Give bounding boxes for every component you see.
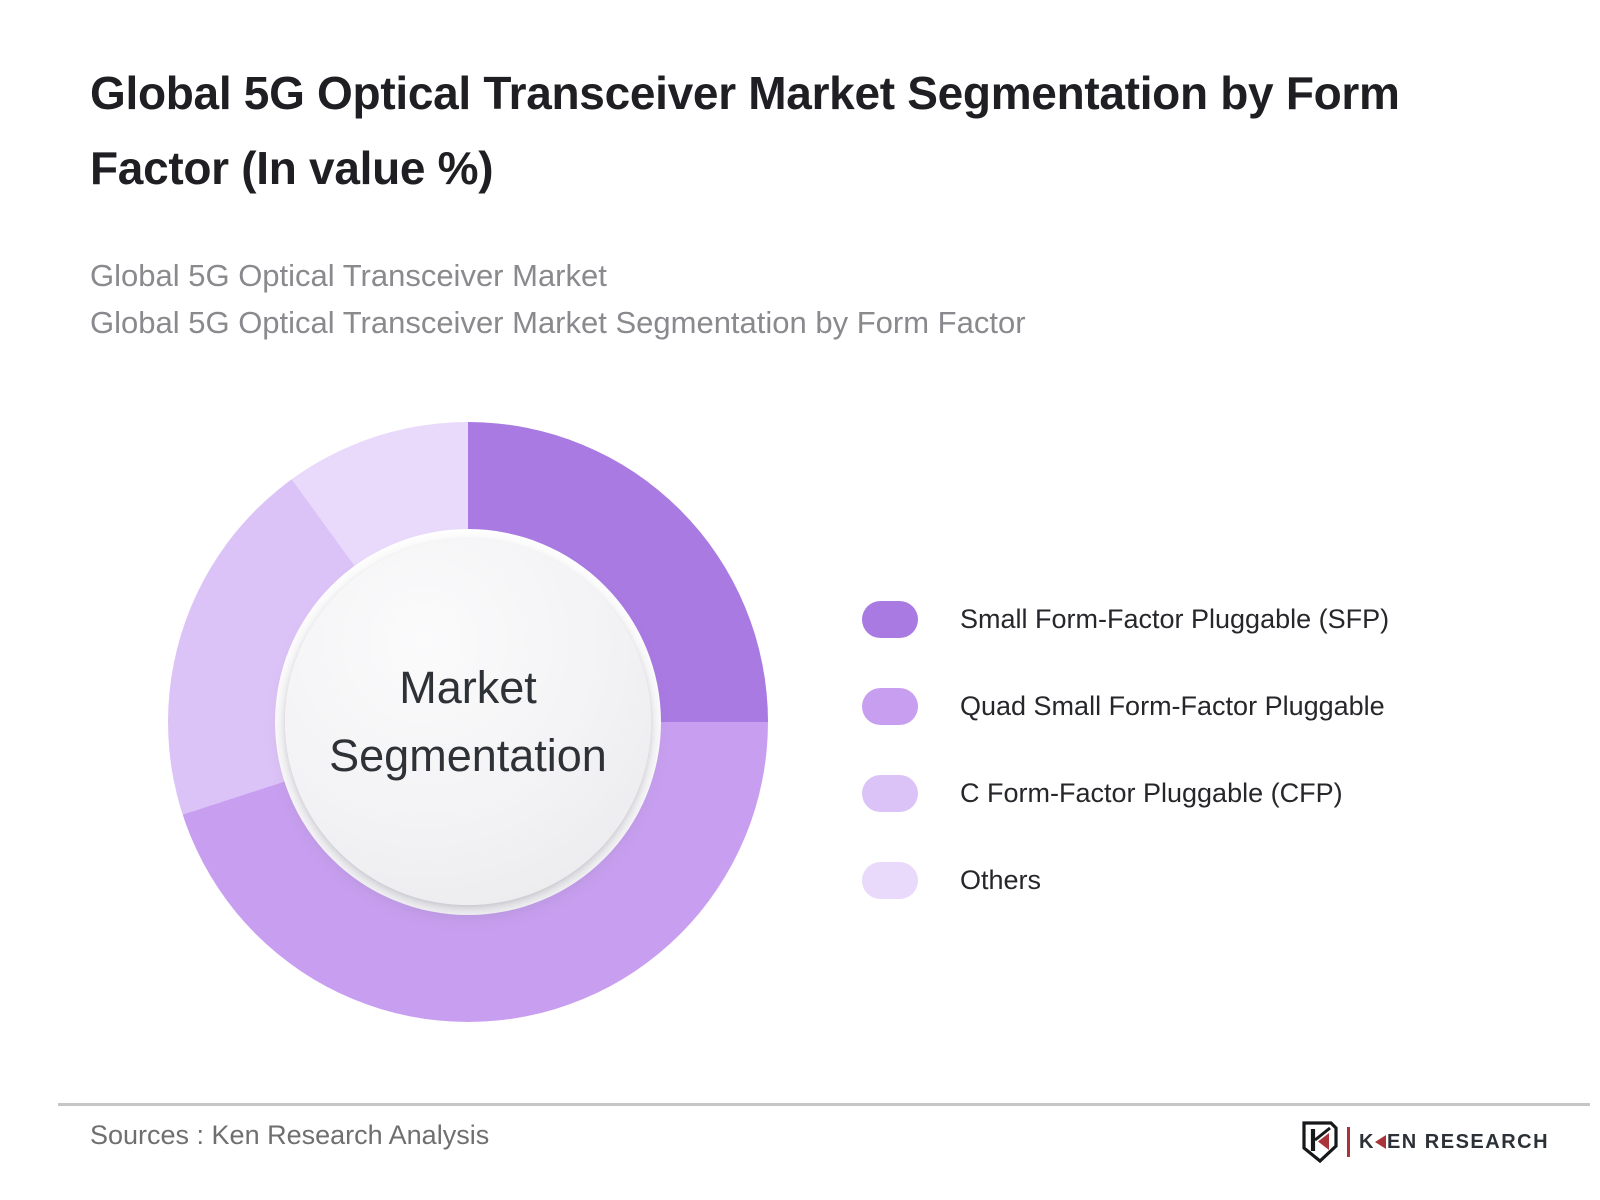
brand-divider-bar	[1347, 1127, 1350, 1157]
brand-name-rest: EN RESEARCH	[1386, 1130, 1550, 1153]
chart-legend: Small Form-Factor Pluggable (SFP) Quad S…	[862, 601, 1389, 899]
donut-chart: Market Segmentation	[168, 422, 768, 1022]
legend-label-others: Others	[960, 865, 1042, 895]
donut-center-label-line-2: Segmentation	[329, 730, 607, 781]
donut-center-label-line-1: Market	[399, 662, 537, 713]
brand-name: K EN RESEARCH	[1359, 1131, 1549, 1154]
donut-center-circle: Market Segmentation	[285, 539, 651, 905]
brand-name-first-letter: K	[1359, 1130, 1375, 1153]
footer-divider	[58, 1103, 1590, 1106]
legend-item-sfp: Small Form-Factor Pluggable (SFP)	[862, 601, 1389, 638]
chart-title: Global 5G Optical Transceiver Market Seg…	[90, 67, 1400, 194]
chart-subtitle-line-2: Global 5G Optical Transceiver Market Seg…	[90, 305, 1026, 340]
ken-research-shield-icon	[1302, 1121, 1338, 1164]
legend-item-cfp: C Form-Factor Pluggable (CFP)	[862, 775, 1389, 812]
red-left-triangle-icon	[1374, 1135, 1386, 1149]
legend-label-qsfp: Quad Small Form-Factor Pluggable	[960, 691, 1385, 721]
chart-subtitle-line-1: Global 5G Optical Transceiver Market	[90, 258, 607, 293]
source-note: Sources : Ken Research Analysis	[90, 1120, 490, 1150]
legend-swatch-qsfp	[862, 688, 918, 725]
legend-swatch-sfp	[862, 601, 918, 638]
legend-label-cfp: C Form-Factor Pluggable (CFP)	[960, 778, 1343, 808]
legend-label-sfp: Small Form-Factor Pluggable (SFP)	[960, 604, 1390, 634]
brand-logo: K EN RESEARCH	[1300, 1119, 1549, 1165]
legend-item-others: Others	[862, 862, 1389, 899]
legend-item-qsfp: Quad Small Form-Factor Pluggable	[862, 688, 1389, 725]
chart-subtitle: Global 5G Optical Transceiver Market Glo…	[90, 252, 1490, 346]
legend-swatch-cfp	[862, 775, 918, 812]
legend-swatch-others	[862, 862, 918, 899]
